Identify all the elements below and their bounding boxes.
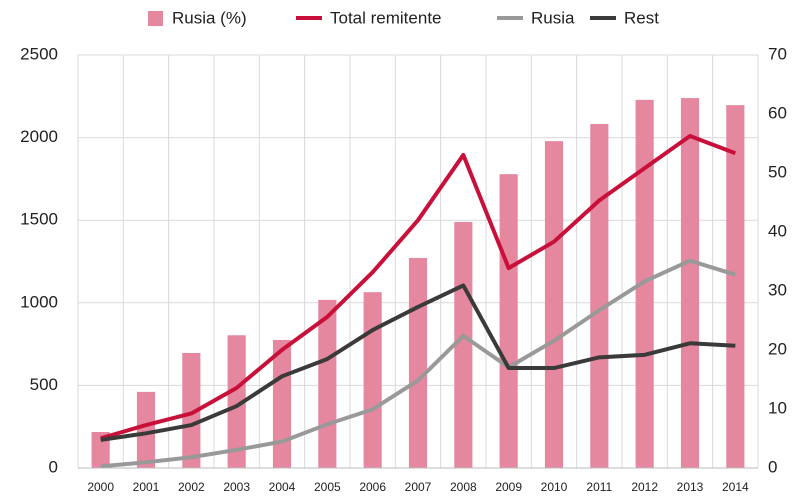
line [100,258,736,469]
x-tick-label: 2001 [133,480,160,494]
x-tick-label: 2008 [450,480,477,494]
line [100,133,737,441]
legend-label: Total remitente [330,8,442,27]
y-tick-label: 500 [30,375,58,394]
x-tick-label: 2004 [269,480,296,494]
bar [408,257,428,468]
y-tick-label: 1000 [20,292,58,311]
y2-tick-label: 0 [768,457,777,476]
x-tick-label: 2012 [631,480,658,494]
bar [544,141,564,468]
x-tick-label: 2002 [178,480,205,494]
legend-label: Rusia [531,8,575,27]
y2-tick-label: 70 [768,44,787,63]
y-tick-label: 0 [49,457,58,476]
legend-label: Rusia (%) [172,8,247,27]
bar [635,99,654,468]
bar [272,339,292,468]
y2-tick-label: 20 [768,339,787,358]
bar [227,335,246,468]
bar [454,221,473,468]
x-tick-label: 2003 [223,480,250,494]
legend-swatch [148,11,163,26]
x-tick-label: 2010 [541,480,568,494]
y-tick-label: 2000 [20,127,58,146]
line [100,283,736,442]
bar [590,124,609,468]
x-tick-label: 2011 [586,480,612,494]
x-tick-label: 2009 [495,480,522,494]
bar [136,391,156,468]
y2-tick-label: 10 [768,398,787,417]
bar [726,105,745,469]
bar [363,292,382,468]
x-tick-label: 2014 [722,480,749,494]
x-tick-label: 2006 [359,480,386,494]
x-tick-label: 2000 [87,480,114,494]
bar [182,352,201,468]
y-tick-label: 1500 [20,210,58,229]
bar [318,299,337,468]
x-tick-label: 2007 [405,480,432,494]
y2-tick-label: 60 [768,103,787,122]
legend-label: Rest [624,8,659,27]
y-tick-label: 2500 [20,44,58,63]
x-tick-label: 2005 [314,480,341,494]
y2-tick-label: 50 [768,162,787,181]
x-tick-label: 2013 [677,480,704,494]
y2-tick-label: 30 [768,280,787,299]
bar [499,174,518,468]
y2-tick-label: 40 [768,221,787,240]
bar [680,98,700,468]
